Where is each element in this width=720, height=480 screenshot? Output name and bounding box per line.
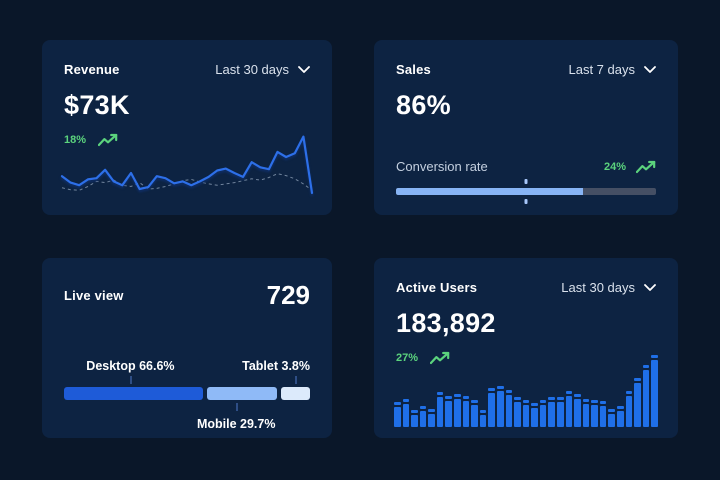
desktop-segment-label: Desktop 66.6%	[86, 359, 175, 373]
bar	[428, 351, 435, 427]
active-users-range-dropdown[interactable]: Last 30 days	[561, 280, 656, 295]
segment-desktop	[64, 387, 204, 400]
live-view-value: 729	[266, 280, 310, 310]
bar	[479, 351, 487, 427]
revenue-delta: 18%	[64, 134, 87, 146]
progress-track	[396, 188, 656, 195]
bar	[402, 351, 410, 427]
chevron-down-icon	[644, 284, 656, 291]
revenue-range-label: Last 30 days	[215, 62, 289, 77]
segment-tablet	[280, 387, 310, 400]
sales-card-header: Sales Last 7 days	[396, 62, 656, 77]
revenue-card: Revenue Last 30 days $73K 18%	[42, 40, 332, 215]
bar	[574, 351, 581, 427]
active-users-delta-row: 27%	[396, 351, 656, 365]
bar	[514, 351, 521, 427]
active-users-delta: 27%	[396, 352, 419, 364]
conversion-progress-bar	[396, 179, 656, 204]
revenue-title: Revenue	[64, 62, 120, 77]
sales-card: Sales Last 7 days 86% Conversion rate 24…	[374, 40, 678, 215]
revenue-range-dropdown[interactable]: Last 30 days	[215, 62, 310, 77]
bar	[591, 351, 598, 427]
bar	[436, 351, 444, 427]
progress-marker-bottom	[524, 199, 528, 204]
active-users-title: Active Users	[396, 280, 478, 295]
bar	[565, 351, 573, 427]
bar	[556, 351, 564, 427]
bar	[445, 351, 453, 427]
bar	[625, 351, 633, 427]
active-users-card-header: Active Users Last 30 days	[396, 280, 656, 295]
revenue-value: $73K	[64, 90, 130, 120]
segment-mobile	[207, 387, 277, 400]
bar	[617, 351, 624, 427]
bar	[471, 351, 478, 427]
conversion-block: Conversion rate 24%	[396, 159, 656, 204]
revenue-delta-row: 18%	[64, 133, 310, 147]
bar	[454, 351, 461, 427]
trending-up-icon	[98, 133, 118, 147]
active-users-card: Active Users Last 30 days 183,892 27%	[374, 258, 678, 438]
mobile-connector-line	[236, 403, 239, 411]
chevron-down-icon	[298, 66, 310, 73]
bar	[642, 351, 650, 427]
trending-up-icon	[430, 351, 450, 365]
sales-range-label: Last 7 days	[568, 62, 636, 77]
desktop-connector-line	[130, 376, 133, 384]
bar	[419, 351, 427, 427]
bar	[462, 351, 470, 427]
conversion-rate-label: Conversion rate	[396, 159, 488, 174]
revenue-card-header: Revenue Last 30 days	[64, 62, 310, 77]
progress-marker-top	[524, 179, 528, 184]
bar	[531, 351, 538, 427]
revenue-line-chart	[60, 132, 314, 200]
bar	[488, 351, 495, 427]
bar	[539, 351, 547, 427]
progress-fill	[396, 188, 584, 195]
sales-delta: 24%	[603, 160, 626, 173]
live-view-header: Live view 729	[64, 280, 310, 311]
bar	[496, 351, 504, 427]
chevron-down-icon	[644, 66, 656, 73]
trending-up-icon	[636, 160, 656, 173]
device-split-chart: Desktop 66.6% Tablet 3.8% Mobile 29.7%	[64, 359, 310, 435]
active-users-bar-chart	[394, 351, 658, 427]
active-users-value: 183,892	[396, 308, 496, 338]
bar	[582, 351, 590, 427]
bar	[651, 351, 658, 427]
tablet-segment-label: Tablet 3.8%	[242, 359, 310, 373]
bar	[394, 351, 401, 427]
tablet-connector-line	[295, 376, 298, 384]
bar	[505, 351, 513, 427]
sales-value: 86%	[396, 90, 451, 120]
bar	[411, 351, 418, 427]
sales-range-dropdown[interactable]: Last 7 days	[569, 62, 657, 77]
bar	[599, 351, 607, 427]
device-split-bar	[64, 387, 310, 400]
bar	[548, 351, 555, 427]
bar	[634, 351, 641, 427]
sales-title: Sales	[396, 62, 431, 77]
live-view-title: Live view	[64, 288, 124, 303]
active-users-range-label: Last 30 days	[561, 280, 635, 295]
mobile-segment-label: Mobile 29.7%	[196, 417, 276, 431]
bar	[522, 351, 530, 427]
live-view-card: Live view 729 Desktop 66.6% Tablet 3.8% …	[42, 258, 332, 438]
bar	[608, 351, 616, 427]
